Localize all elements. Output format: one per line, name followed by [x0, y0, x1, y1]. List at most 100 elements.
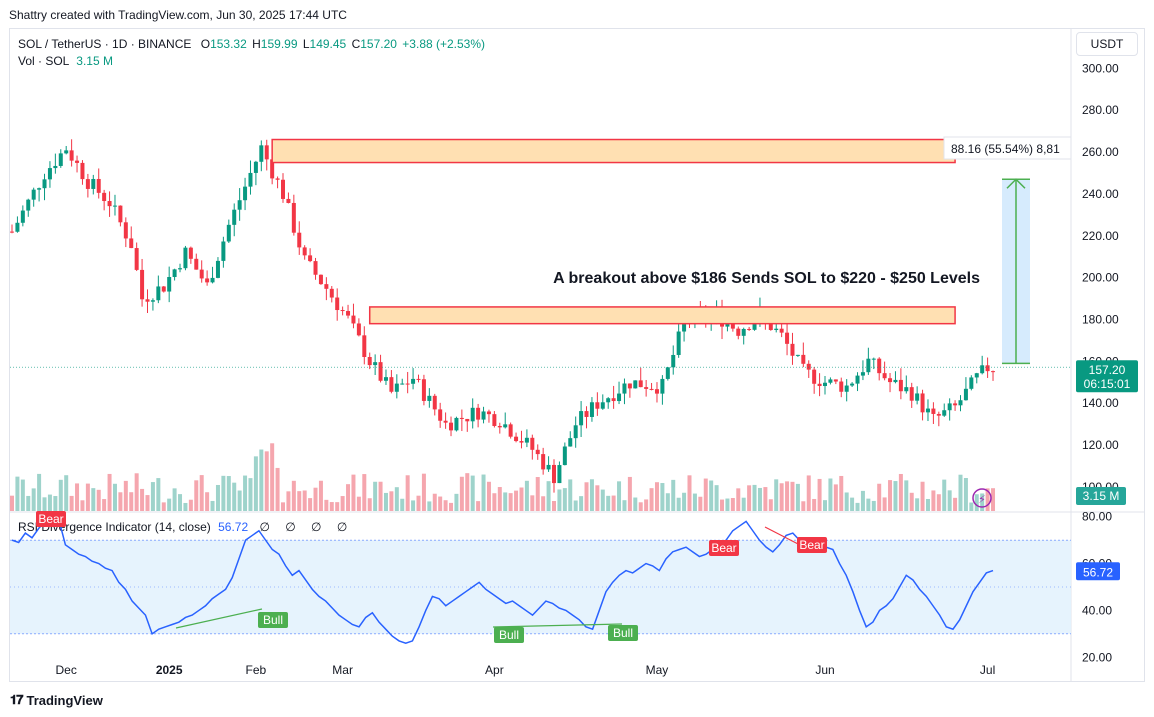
volume-bar — [172, 488, 177, 511]
volume-bar — [373, 481, 378, 511]
currency-selector[interactable]: USDT — [1076, 32, 1138, 56]
candle-body — [524, 437, 529, 443]
volume-bar — [492, 493, 497, 511]
volume-bar — [188, 499, 193, 511]
volume-bar — [91, 488, 96, 511]
price-tick-label: 280.00 — [1082, 103, 1119, 117]
candle-body — [850, 383, 855, 386]
volume-bar — [178, 494, 183, 511]
volume-bar — [351, 474, 356, 511]
volume-bar — [991, 488, 996, 511]
volume-bar — [297, 491, 302, 511]
candle-body — [953, 403, 958, 406]
rsi-badge — [1076, 562, 1120, 581]
candle-body — [85, 179, 90, 189]
divergence-line — [175, 608, 263, 629]
candle-body — [530, 437, 535, 450]
candle-body — [535, 449, 540, 455]
volume-bar — [828, 478, 833, 511]
candle-body — [356, 323, 361, 336]
symbol-title[interactable]: SOL / TetherUS · 1D · BINANCE — [18, 37, 192, 51]
rsi-tick-label: 20.00 — [1082, 650, 1112, 664]
volume-bar — [947, 490, 952, 511]
volume-bar — [741, 497, 746, 511]
volume-bar — [356, 496, 361, 511]
resistance-zone — [271, 138, 956, 164]
candle-body — [150, 300, 155, 302]
volume-bar — [459, 476, 464, 511]
volume-bar — [411, 500, 416, 511]
volume-bar — [925, 498, 930, 511]
volume-bar — [405, 475, 410, 511]
volume-bar — [785, 481, 790, 511]
volume-bar — [790, 481, 795, 511]
volume-bar — [535, 477, 540, 511]
candle-body — [481, 411, 486, 420]
tradingview-logo[interactable]: 𝟏𝟕 TradingView — [10, 692, 103, 708]
candle-body — [313, 261, 318, 275]
volume-bar — [573, 500, 578, 511]
candle-body — [882, 373, 887, 379]
volume-bar — [465, 473, 470, 511]
candle-body — [286, 198, 291, 203]
volume-bar — [248, 478, 253, 511]
candle-body — [172, 269, 177, 278]
rsi-value: 56.72 — [218, 520, 249, 534]
candle-body — [855, 375, 860, 384]
price-badge-countdown: 06:15:01 — [1084, 377, 1131, 391]
rsi-title[interactable]: RSI Divergence Indicator (14, close) — [18, 520, 211, 534]
volume-bar — [96, 489, 101, 511]
volume-bar — [920, 481, 925, 511]
volume-bar — [589, 479, 594, 511]
candle-body — [503, 424, 508, 428]
volume-bar — [183, 502, 188, 511]
candle-body — [123, 222, 128, 239]
volume-bar — [253, 456, 258, 511]
volume-bar — [676, 497, 681, 511]
candle-body — [579, 411, 584, 426]
volume-bar — [394, 487, 399, 511]
candle-body — [237, 200, 242, 210]
volume-badge — [1076, 487, 1126, 505]
time-tick-label: Jun — [815, 663, 834, 677]
volume-bar — [58, 479, 63, 511]
volume-bar — [757, 487, 762, 511]
volume-bar — [259, 449, 264, 511]
candle-body — [774, 328, 779, 330]
volume-bar — [768, 499, 773, 511]
volume-bar — [378, 481, 383, 511]
candle-body — [920, 393, 925, 413]
volume-bar — [779, 483, 784, 511]
volume-bar — [942, 479, 947, 511]
volume-bar — [860, 490, 865, 511]
candle-body — [486, 411, 491, 415]
candle-body — [752, 321, 757, 330]
volume-label[interactable]: Vol · SOL — [18, 54, 69, 68]
candle-body — [622, 383, 627, 394]
candle-body — [747, 328, 752, 330]
volume-bar — [812, 498, 817, 511]
measure-label: 88.16 (55.54%) 8,81 — [951, 142, 1060, 156]
measure-label-box — [943, 136, 1072, 160]
volume-bar — [552, 500, 556, 511]
candle-body — [96, 178, 101, 193]
candle-body — [449, 422, 454, 431]
volume-bar — [546, 481, 551, 511]
candle-body — [617, 393, 622, 402]
volume-bar — [470, 475, 475, 511]
volume-bar — [118, 492, 123, 511]
candle-body — [736, 328, 741, 336]
price-badge-value: 157.20 — [1089, 363, 1126, 377]
volume-bar — [335, 502, 340, 511]
candle-body — [405, 383, 410, 385]
volume-bar — [980, 493, 985, 511]
candle-body — [644, 387, 649, 389]
time-tick-label: Feb — [246, 663, 267, 677]
candle-body — [568, 438, 573, 447]
candle-body — [183, 247, 188, 269]
candle-body — [497, 425, 502, 428]
volume-bar — [449, 502, 454, 511]
candle-body — [421, 379, 426, 401]
volume-bar — [205, 492, 210, 511]
